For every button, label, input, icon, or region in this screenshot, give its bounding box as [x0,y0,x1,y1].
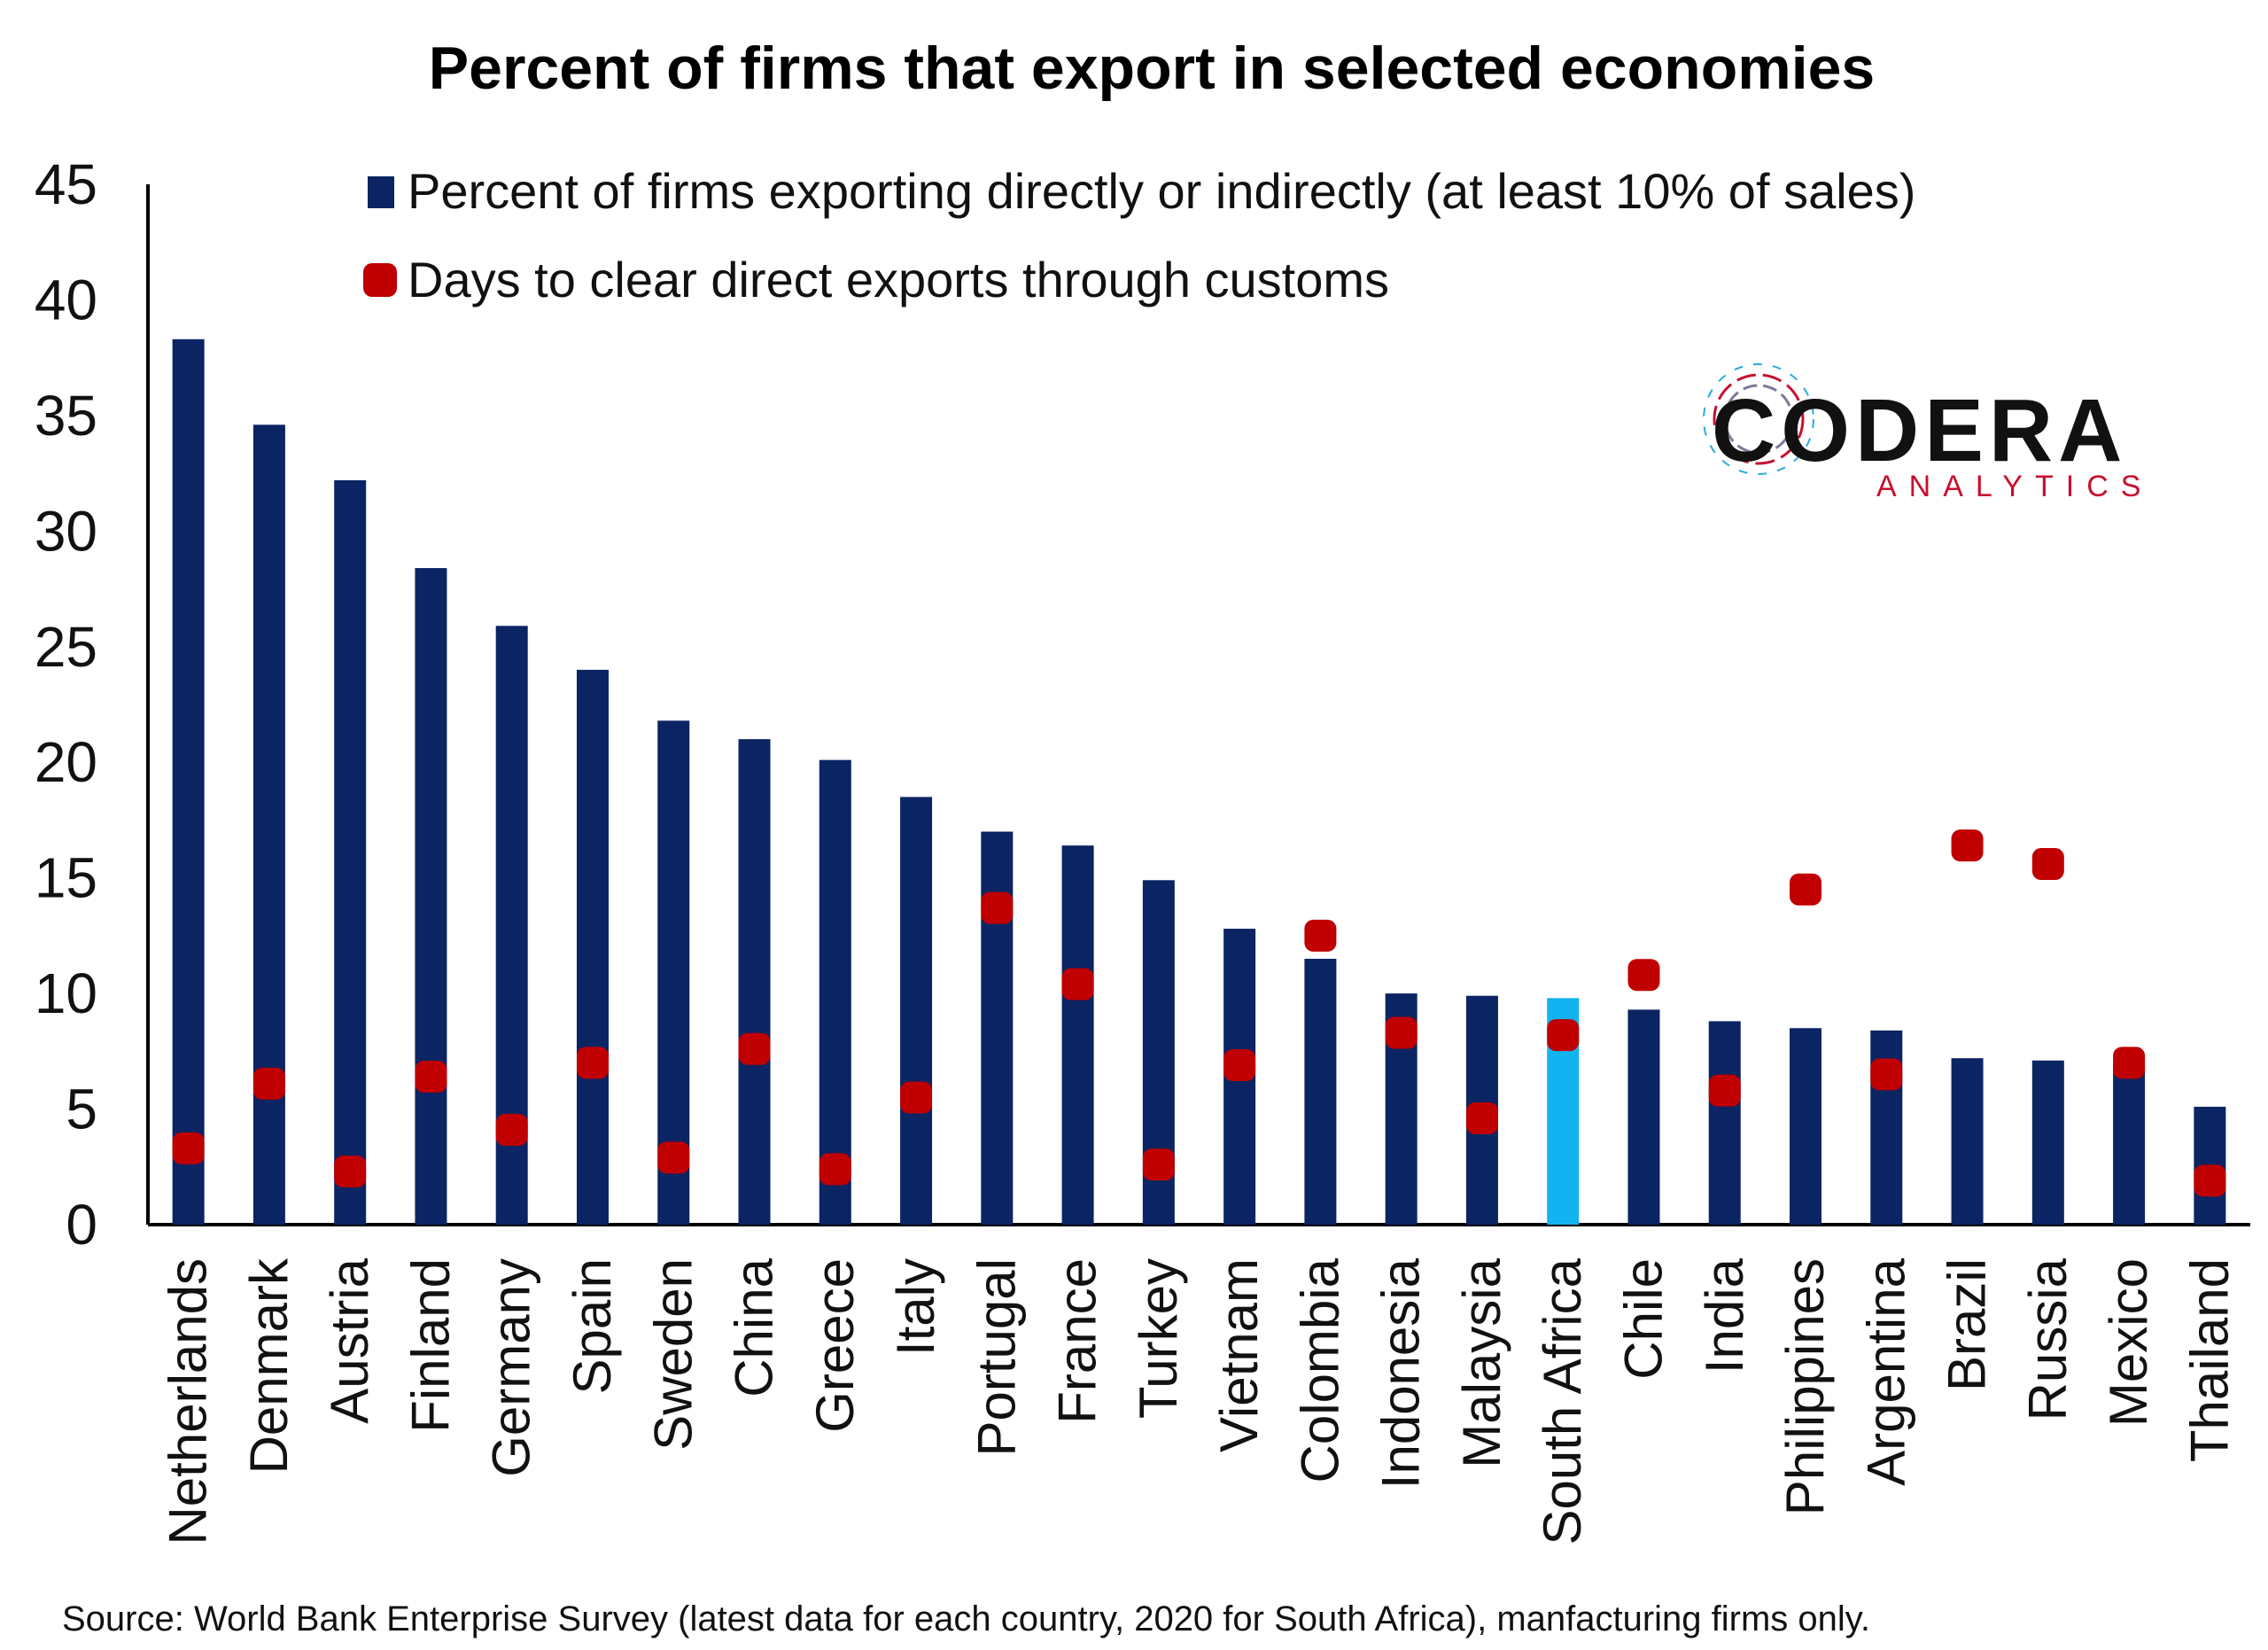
customs-days-marker [981,891,1014,924]
x-tick-label: Turkey [1129,1258,1188,1419]
source-note: Source: World Bank Enterprise Survey (la… [62,1599,1870,1638]
legend-marker-swatch [363,263,397,297]
bar [1708,1021,1741,1225]
bars [172,339,2226,1226]
customs-days-marker [1547,1019,1580,1052]
bar [1061,845,1094,1225]
customs-days-marker [738,1032,771,1065]
x-axis-labels: Netherlands Denmark Austria Finland Germany S… [159,1257,2240,1545]
customs-days-marker [657,1141,690,1174]
customs-days-marker [2031,848,2064,881]
x-tick-label: Spain [563,1258,622,1394]
bar [900,797,933,1225]
codera-logo: CODERA ANALYTICS [1703,363,2153,503]
customs-days-marker [1627,959,1660,992]
x-tick-label: Chile [1613,1258,1673,1380]
customs-days-marker [1223,1048,1256,1081]
customs-days-marker [334,1155,367,1187]
customs-days-marker [2113,1047,2146,1079]
customs-days-marker [2194,1164,2226,1197]
x-tick-label: Denmark [239,1257,299,1474]
x-tick-label: Brazil [1938,1258,1997,1391]
logo-wordmark: CODERA [1712,381,2127,480]
y-tick-label: 45 [35,152,97,216]
x-tick-label: Sweden [643,1258,703,1451]
bar [1790,1028,1822,1225]
x-tick-label: Germany [482,1258,541,1477]
x-tick-label: Colombia [1290,1257,1349,1483]
y-tick-label: 35 [35,384,97,448]
bar [1951,1058,1984,1225]
markers [172,829,2226,1197]
y-axis-ticks: 0 5 10 15 20 25 30 35 40 45 [35,152,97,1257]
logo-arcs-icon [1703,363,1814,475]
x-tick-label: India [1695,1257,1754,1374]
customs-days-marker [1790,873,1822,906]
customs-days-marker [1951,829,1984,862]
bar [1304,958,1337,1225]
bar [2031,1060,2064,1225]
bar [576,669,609,1225]
x-tick-label: Netherlands [159,1258,218,1545]
x-tick-label: Austria [320,1257,379,1423]
x-tick-label: Mexico [2099,1258,2158,1427]
y-tick-label: 5 [66,1078,97,1141]
customs-days-marker [1708,1074,1741,1107]
logo-tagline: ANALYTICS [1876,470,2153,503]
legend-bar-swatch [368,176,394,208]
customs-days-marker [576,1047,609,1079]
x-tick-label: Philippines [1775,1258,1835,1515]
customs-days-marker [172,1132,205,1164]
x-tick-label: Vietnam [1209,1258,1269,1452]
legend-label-bars: Percent of firms exporting directly or i… [408,163,1915,219]
x-tick-label: Thailand [2179,1258,2239,1462]
bar [1627,1009,1660,1225]
legend: Percent of firms exporting directly or i… [363,163,1915,307]
x-tick-label: Malaysia [1452,1257,1511,1467]
y-tick-label: 40 [35,268,97,331]
bar [172,339,205,1226]
y-tick-label: 15 [35,846,97,910]
customs-days-marker [1465,1101,1498,1134]
x-tick-label: Russia [2018,1257,2078,1420]
y-tick-label: 20 [35,730,97,794]
customs-days-marker [252,1067,285,1100]
axes: 0 5 10 15 20 25 30 35 40 45 [35,152,2250,1257]
x-tick-label: Argentina [1856,1257,1915,1485]
bar [657,720,690,1225]
bar [334,479,367,1225]
chart-title: Percent of firms that export in selected… [429,35,1875,102]
customs-days-marker [819,1153,851,1186]
y-tick-label: 25 [35,615,97,679]
customs-days-marker [415,1061,447,1094]
bar [819,759,851,1225]
y-tick-label: 10 [35,961,97,1025]
x-tick-label: Portugal [967,1258,1026,1456]
bar [415,568,447,1225]
legend-label-markers: Days to clear direct exports through cus… [408,252,1389,307]
bar [981,831,1014,1225]
x-tick-label: Finland [400,1258,460,1433]
customs-days-marker [1061,968,1094,1000]
bar [738,739,771,1225]
x-tick-label: France [1048,1258,1107,1424]
customs-days-marker [1142,1148,1175,1181]
x-tick-label: South Africa [1533,1257,1592,1545]
bar [252,424,285,1225]
customs-days-marker [1870,1058,1903,1091]
x-tick-label: Italy [886,1258,945,1356]
x-tick-label: Greece [805,1258,865,1433]
customs-days-marker [900,1081,933,1114]
bar [2113,1064,2146,1225]
customs-days-marker [1304,919,1337,952]
customs-days-marker [495,1114,528,1147]
customs-days-marker [1385,1016,1418,1049]
x-tick-label: China [725,1257,784,1397]
y-tick-label: 30 [35,499,97,563]
y-tick-label: 0 [66,1193,97,1257]
x-tick-label: Indonesia [1371,1257,1431,1489]
